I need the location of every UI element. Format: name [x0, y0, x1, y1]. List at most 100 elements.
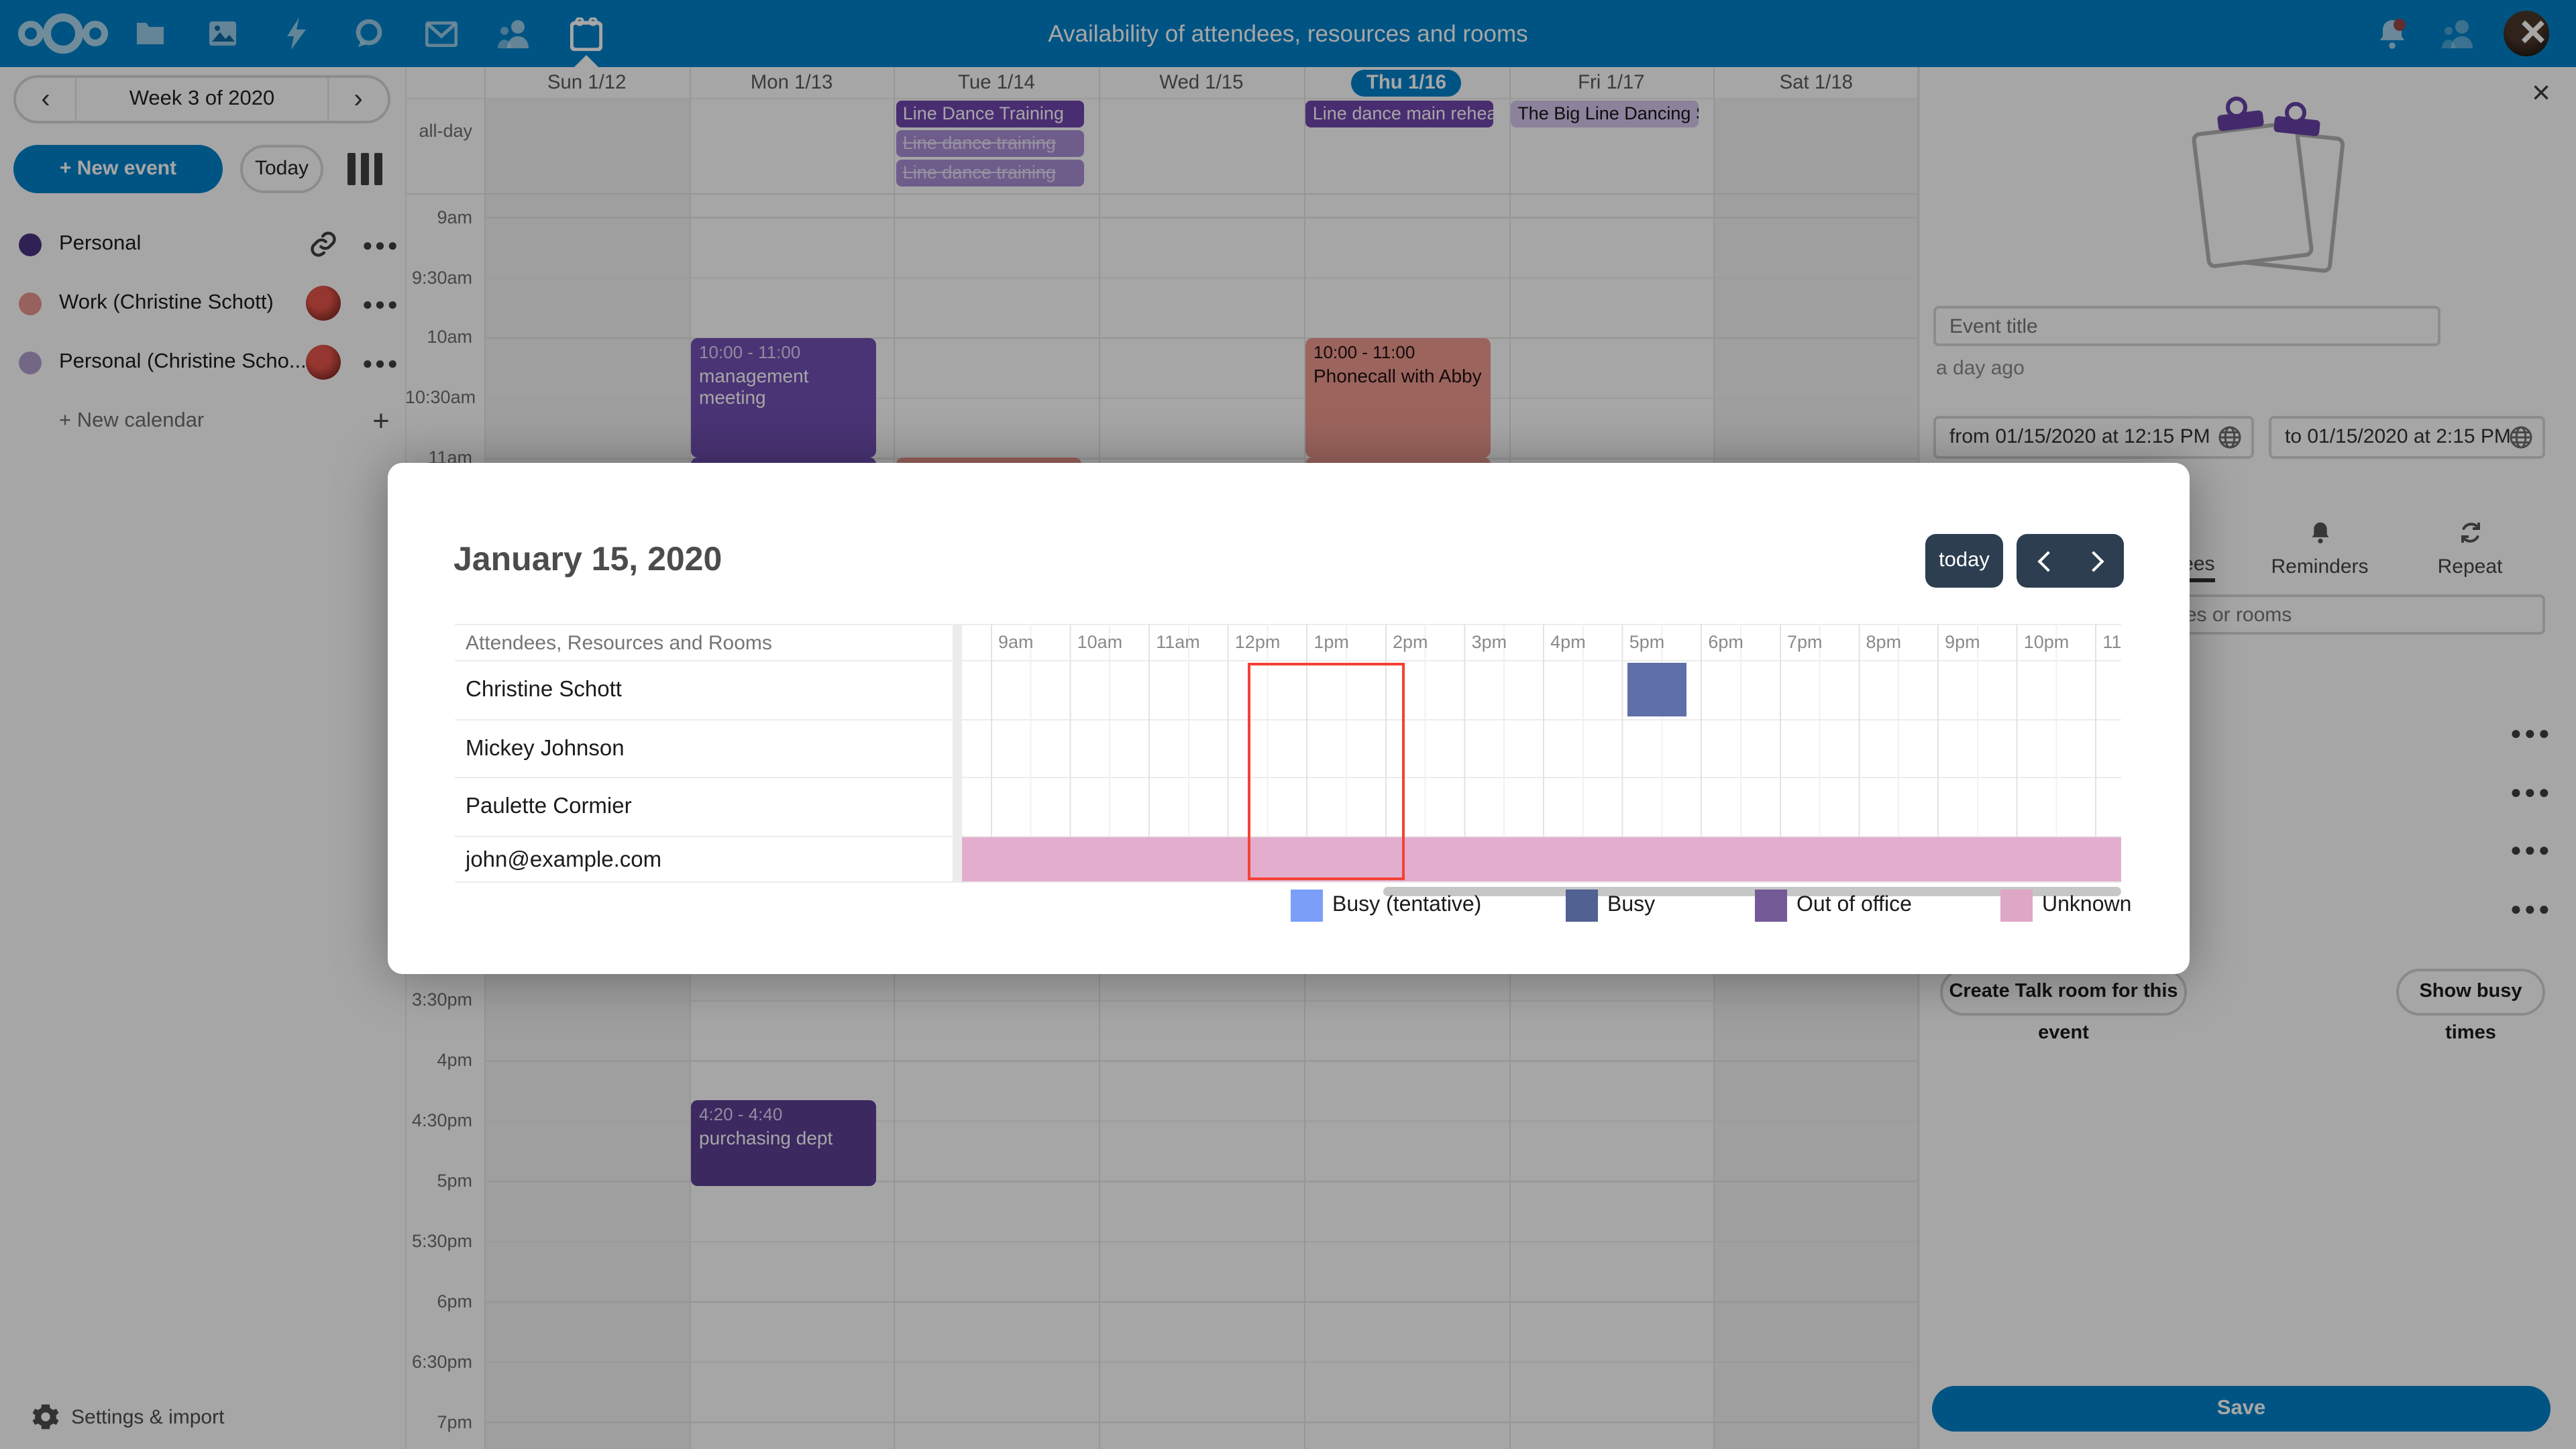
- time-gutter-label: 7pm: [437, 1411, 472, 1432]
- talk-app-button[interactable]: [333, 0, 405, 67]
- busy-block: [1627, 663, 1686, 716]
- time-axis-label: 5pm: [1629, 632, 1665, 652]
- mail-icon: [425, 21, 458, 46]
- legend-item: Out of office: [1755, 890, 1912, 922]
- bell-icon: [2380, 19, 2406, 49]
- allday-event-declined[interactable]: Line dance training: [896, 160, 1084, 186]
- allday-event[interactable]: The Big Line Dancing Show: [1511, 101, 1699, 127]
- time-gutter-label: 3:30pm: [411, 989, 472, 1010]
- modal-today-button[interactable]: today: [1925, 534, 2003, 588]
- photos-app-button[interactable]: [186, 0, 259, 67]
- settings-import-label: Settings & import: [71, 1405, 225, 1428]
- calendar-menu-button[interactable]: ●●●: [362, 293, 400, 313]
- time-gutter-label: 9:30am: [411, 267, 472, 288]
- day-header[interactable]: Wed 1/15: [1159, 72, 1244, 93]
- tab-repeat[interactable]: Repeat: [2395, 521, 2545, 578]
- avatar[interactable]: ×: [2504, 7, 2549, 58]
- day-header[interactable]: Sun 1/12: [547, 72, 627, 93]
- legend-swatch: [1291, 890, 1323, 922]
- attendee-menu-button[interactable]: ●●●: [2510, 781, 2553, 802]
- event-block[interactable]: 4:20 - 4:40 purchasing dept: [691, 1100, 876, 1186]
- save-button[interactable]: Save: [1932, 1386, 2551, 1432]
- time-axis-label: 7pm: [1786, 632, 1823, 652]
- allday-label: all-day: [419, 121, 472, 141]
- mail-app-button[interactable]: [405, 0, 478, 67]
- calendar-list-item[interactable]: Personal ●●●: [0, 220, 405, 268]
- close-panel-icon[interactable]: ×: [2532, 75, 2551, 111]
- attendee-menu-button[interactable]: ●●●: [2510, 898, 2553, 919]
- calendar-list-item[interactable]: Personal (Christine Scho...) ●●●: [0, 338, 405, 386]
- attendee-name: john@example.com: [466, 847, 662, 871]
- plus-icon[interactable]: +: [372, 404, 390, 437]
- attendee-menu-button[interactable]: ●●●: [2510, 722, 2553, 743]
- selected-timespan-box[interactable]: [1247, 663, 1405, 880]
- modal-date-title: January 15, 2020: [453, 541, 722, 578]
- top-bar: Availability of attendees, resources and…: [0, 0, 2576, 67]
- time-gutter-label: 4:30pm: [411, 1110, 472, 1131]
- day-header[interactable]: Fri 1/17: [1578, 72, 1645, 93]
- clipboard-illustration: [2186, 97, 2360, 311]
- new-calendar-button[interactable]: + New calendar +: [0, 397, 405, 445]
- calendar-menu-button[interactable]: ●●●: [362, 234, 400, 254]
- attendee-menu-button[interactable]: ●●●: [2510, 839, 2553, 860]
- calendar-color-dot: [19, 351, 42, 374]
- start-datetime-field[interactable]: from 01/15/2020 at 12:15 PM: [1933, 416, 2254, 459]
- contacts-app-button[interactable]: [478, 0, 550, 67]
- time-gutter-label: 6pm: [437, 1291, 472, 1311]
- notifications-button[interactable]: [2356, 0, 2428, 67]
- attendee-name: Paulette Cormier: [466, 794, 632, 818]
- event-block[interactable]: 10:00 - 11:00 management meeting: [691, 337, 876, 457]
- timezone-globe-icon[interactable]: [2509, 425, 2533, 449]
- photos-icon: [209, 21, 236, 46]
- nextcloud-logo[interactable]: [11, 0, 115, 67]
- show-busy-times-button[interactable]: Show busy times: [2396, 969, 2545, 1044]
- share-link-icon[interactable]: [309, 229, 338, 259]
- week-label[interactable]: Week 3 of 2020: [75, 78, 329, 121]
- calendar-color-dot: [19, 233, 42, 256]
- settings-import-button[interactable]: Settings & import: [32, 1403, 224, 1430]
- time-axis-label: 6pm: [1708, 632, 1743, 652]
- lightning-icon: [287, 17, 306, 50]
- tab-reminders[interactable]: Reminders: [2245, 521, 2395, 578]
- time-axis-label: 10am: [1077, 632, 1123, 652]
- event-block[interactable]: 10:00 - 11:00 Phonecall with Abby: [1305, 337, 1491, 457]
- close-icon[interactable]: ×: [2520, 7, 2546, 58]
- legend-swatch: [1566, 890, 1598, 922]
- time-axis-label: 12pm: [1234, 632, 1281, 652]
- calendar-list-item[interactable]: Work (Christine Schott) ●●●: [0, 279, 405, 327]
- time-gutter-label: 5:30pm: [411, 1230, 472, 1251]
- previous-week-button[interactable]: ‹: [41, 84, 50, 113]
- attendee-name: Mickey Johnson: [466, 736, 625, 760]
- timezone-globe-icon[interactable]: [2218, 425, 2242, 449]
- calendar-app-button[interactable]: [550, 0, 623, 67]
- contacts-menu-button[interactable]: [2422, 0, 2494, 67]
- calendar-menu-button[interactable]: ●●●: [362, 352, 400, 372]
- calendar-name: Personal (Christine Scho...): [59, 350, 306, 373]
- calendar-color-dot: [19, 292, 42, 315]
- day-header-active[interactable]: Thu 1/16: [1304, 67, 1509, 98]
- day-header[interactable]: Sat 1/18: [1779, 72, 1853, 93]
- files-app-button[interactable]: [114, 0, 186, 67]
- day-header[interactable]: Mon 1/13: [750, 72, 833, 93]
- day-header[interactable]: Tue 1/14: [958, 72, 1035, 93]
- activity-app-button[interactable]: [260, 0, 333, 67]
- next-day-button[interactable]: [2082, 550, 2104, 572]
- time-axis-label: 8pm: [1866, 632, 1902, 652]
- legend-item: Busy (tentative): [1291, 890, 1481, 922]
- time-axis-label: 11pm: [2102, 632, 2121, 652]
- allday-event-declined[interactable]: Line dance training: [896, 130, 1084, 157]
- today-button[interactable]: Today: [240, 145, 323, 193]
- time-gutter-label: 10:30am: [405, 387, 476, 408]
- previous-day-button[interactable]: [2037, 550, 2058, 572]
- next-week-button[interactable]: ›: [354, 84, 363, 113]
- allday-event[interactable]: Line dance main rehearsal: [1305, 101, 1494, 127]
- event-title-input[interactable]: [1933, 306, 2440, 346]
- table-row: john@example.com: [455, 837, 2121, 882]
- view-switcher-button[interactable]: [342, 153, 388, 185]
- end-datetime-field[interactable]: to 01/15/2020 at 2:15 PM: [2269, 416, 2545, 459]
- time-axis-label: 11am: [1156, 632, 1200, 652]
- folder-icon: [137, 23, 164, 44]
- new-event-button[interactable]: + New event: [13, 145, 223, 193]
- allday-event[interactable]: Line Dance Training: [896, 101, 1084, 127]
- time-axis-label: 3pm: [1471, 632, 1507, 652]
